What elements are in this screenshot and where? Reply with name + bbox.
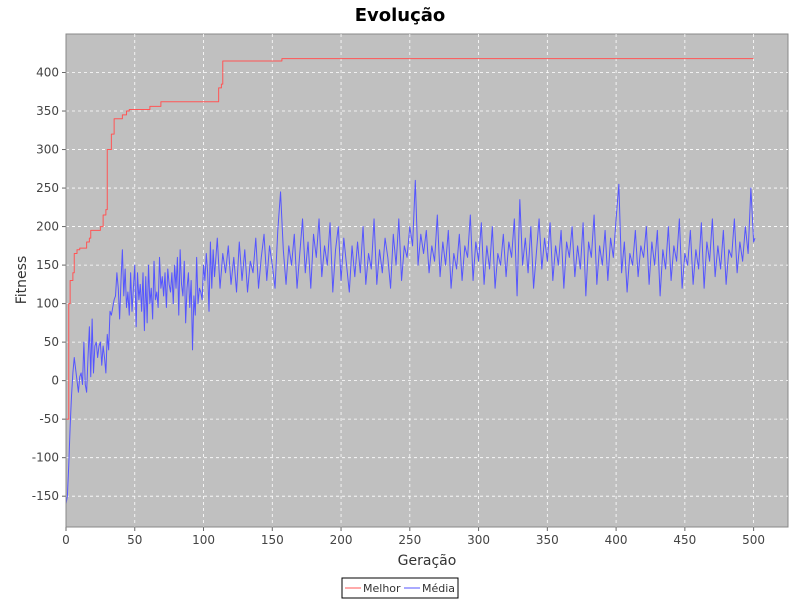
x-tick-label: 150 (261, 533, 284, 547)
x-tick-label: 400 (605, 533, 628, 547)
y-tick-label: 0 (51, 374, 59, 388)
y-tick-label: 400 (36, 66, 59, 80)
legend-box (341, 577, 459, 599)
legend: Melhor Média (341, 577, 459, 599)
x-tick-label: 450 (673, 533, 696, 547)
y-tick-label: 350 (36, 104, 59, 118)
plot-area (65, 33, 789, 528)
x-axis-label: Geração (398, 553, 457, 569)
y-tick-label: 200 (36, 220, 59, 234)
y-tick-label: 150 (36, 258, 59, 272)
x-tick-label: 500 (742, 533, 765, 547)
x-tick-label: 300 (467, 533, 490, 547)
x-tick-label: 50 (127, 533, 142, 547)
series-line-media (65, 179, 756, 504)
y-tick-label: -150 (32, 489, 59, 503)
y-tick-label: 300 (36, 143, 59, 157)
x-tick-label: 350 (536, 533, 559, 547)
x-tick-label: 250 (398, 533, 421, 547)
y-axis-label: Fitness (14, 256, 30, 305)
series-layer (65, 58, 756, 504)
y-tick-label: -100 (32, 451, 59, 465)
axes: 0 50 100 150 200 250 300 350 400 450 500-150-100-5… (32, 34, 788, 547)
y-tick-label: -50 (39, 412, 59, 426)
legend-label-melhor: Melhor (363, 582, 401, 595)
legend-label-media: Média (422, 582, 455, 595)
y-tick-label: 50 (44, 335, 59, 349)
series-line-melhor (66, 58, 754, 420)
x-tick-label: 200 (330, 533, 353, 547)
y-tick-label: 250 (36, 181, 59, 195)
x-tick-label: 0 (62, 533, 70, 547)
chart-title: Evolução (355, 5, 446, 26)
y-tick-label: 100 (36, 297, 59, 311)
x-tick-label: 100 (192, 533, 215, 547)
